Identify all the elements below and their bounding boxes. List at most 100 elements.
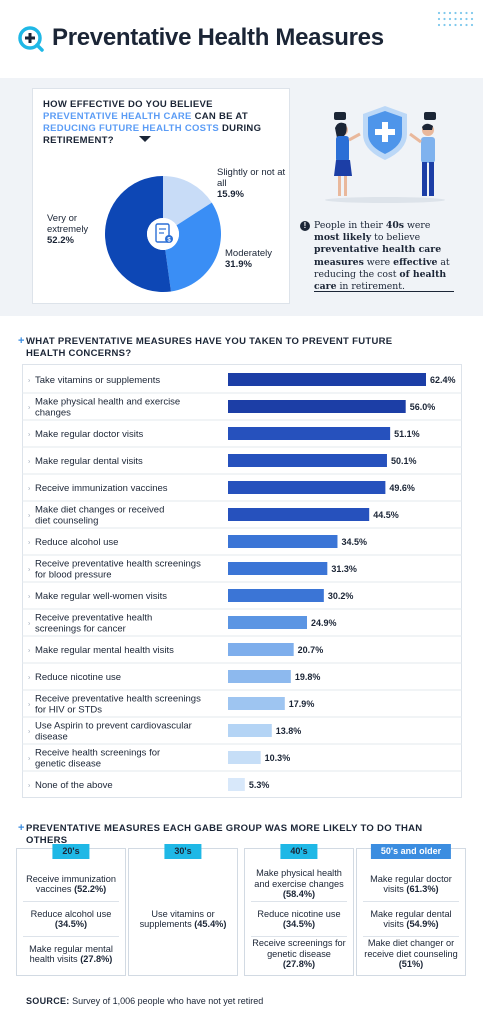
group-item: Use vitamins or supplements (45.4%) [139,908,227,930]
bar-label: Use Aspirin to prevent cardiovascular dis… [35,721,192,743]
group-card: 50's and older Make regular doctor visits… [356,844,466,976]
bar-value-label: 10.3% [265,753,291,763]
chevron-right-icon: › [28,567,31,574]
chevron-right-icon: › [28,405,31,412]
group-item: Make regular mental health visits (27.8%… [29,943,113,965]
groups-title: PREVENTATIVE MEASURES EACH GABE GROUP WA… [26,823,423,846]
bar-row: › Take vitamins or supplements 62.4% [28,373,456,386]
bar [228,724,272,737]
group-item: Reduce alcohol use (34.5%) [23,902,119,937]
page-title: Preventative Health Measures [52,24,384,51]
bar-value-label: 62.4% [430,375,456,385]
group-item: Make diet changer or receive diet counse… [364,938,458,970]
bar-label: Take vitamins or supplements [35,375,160,386]
chevron-right-icon: › [28,729,31,736]
effectiveness-card: HOW EFFECTIVE DO YOU BELIEVE PREVENTATIV… [32,88,290,304]
bar-label: Make regular doctor visits [35,429,143,440]
header: Preventative Health Measures [0,0,483,78]
group-items: Use vitamins or supplements (45.4%) [135,867,231,971]
pie-center [147,218,179,250]
group-item: Receive immunization vaccines (52.2%) [23,867,119,902]
bar-row: › Make regular doctor visits 51.1% [22,419,462,440]
bar-label: Receive immunization vaccines [35,483,168,494]
bar-row: › Make regular mental health visits 20.7% [22,635,462,656]
bar [228,670,291,683]
pie-slice-slightly [163,176,212,226]
bar [228,427,391,440]
group-card: 20's Receive immunization vaccines (52.2%… [16,844,126,976]
pie-slice-moderately [165,202,221,292]
bar [228,481,386,494]
chevron-right-icon: › [28,675,31,682]
bar-value-label: 44.5% [373,510,399,520]
group-tag: 30's [164,844,202,859]
chevron-right-icon: › [28,513,31,520]
bar [228,373,426,386]
insight-divider [314,291,454,292]
chevron-right-icon: › [28,486,31,493]
pie-label-slightly: Slightly or not at all 15.9% [217,167,286,200]
chevron-right-icon: › [28,648,31,655]
bar-label: Receive preventative health screenings fo… [35,613,152,635]
chevron-right-icon: › [28,459,31,466]
insight-note: ! People in their 40s were most likely t… [300,220,454,293]
bar-label: None of the above [35,780,113,791]
bar-row: › Receive preventative health screenings f… [22,689,462,716]
chevron-right-icon: › [28,756,31,763]
bar-value-label: 56.0% [410,402,436,412]
bill-icon: $ [155,223,173,244]
measures-bar-chart: › Take vitamins or supplements 62.4% › Make … [22,373,462,791]
bar-value-label: 24.9% [311,618,337,628]
bar-value-label: 31.3% [331,564,357,574]
group-card: 40's Make physical health and exercise ch… [244,844,354,976]
bar-value-label: 34.5% [341,537,367,547]
measures-chart-frame [22,364,462,798]
bar [228,589,324,602]
group-tag: 20's [52,844,90,859]
chevron-right-icon: › [28,702,31,709]
group-tag: 40's [280,844,318,859]
chevron-right-icon: › [28,621,31,628]
bar-row: › Make diet changes or received diet couns… [22,500,462,527]
group-item: Reduce nicotine use (34.5%) [251,902,347,937]
group-item: Make regular doctor visits (61.3%) [363,867,459,902]
pie-slice-very [104,176,171,292]
bar-label: Receive preventative health screenings fo… [35,559,201,581]
caret-down-icon [139,136,151,142]
bar-row: › Make physical health and exercise change… [22,392,462,419]
bar-row: › Reduce alcohol use 34.5% [22,527,462,548]
bar-label: Make regular well-women visits [35,591,167,602]
bar-row: › Reduce nicotine use 19.8% [22,662,462,683]
group-item: Receive screenings for genetic disease (… [252,938,346,970]
pie-label-very: Very or extremely 52.2% [47,213,89,246]
source-note: SOURCE: Survey of 1,006 people who have … [26,996,264,1006]
bar-row: › Receive preventative health screenings f… [22,554,462,581]
bar [228,616,308,629]
bar [228,454,387,467]
group-item: Make regular dental visits (54.9%) [363,902,459,937]
bar-value-label: 49.6% [389,483,415,493]
effectiveness-question: HOW EFFECTIVE DO YOU BELIEVE PREVENTATIV… [43,99,262,146]
bar [228,400,406,413]
bar-label: Make regular dental visits [35,456,143,467]
bar-label: Receive preventative health screenings fo… [35,694,201,716]
bar [228,643,294,656]
chevron-right-icon: › [28,783,31,790]
bar [228,535,338,548]
chevron-right-icon: › [28,540,31,547]
bar [228,562,328,575]
bar-label: Reduce alcohol use [35,537,118,548]
svg-text:$: $ [167,238,171,244]
chevron-right-icon: › [28,378,31,385]
bar-label: Make regular mental health visits [35,645,174,656]
measures-chart-title: WHAT PREVENTATIVE MEASURES HAVE YOU TAKE… [26,336,393,359]
group-items: Receive immunization vaccines (52.2%) Red… [23,867,119,971]
bar-row: › Make regular well-women visits 30.2% [22,581,462,602]
health-search-icon [18,26,44,52]
group-tag: 50's and older [370,844,452,859]
pie-label-moderately: Moderately 31.9% [225,248,272,270]
info-icon: ! [300,221,310,231]
bar-value-label: 51.1% [394,429,420,439]
group-card: 30's Use vitamins or supplements (45.4%) [128,844,238,976]
bar-value-label: 30.2% [328,591,354,601]
